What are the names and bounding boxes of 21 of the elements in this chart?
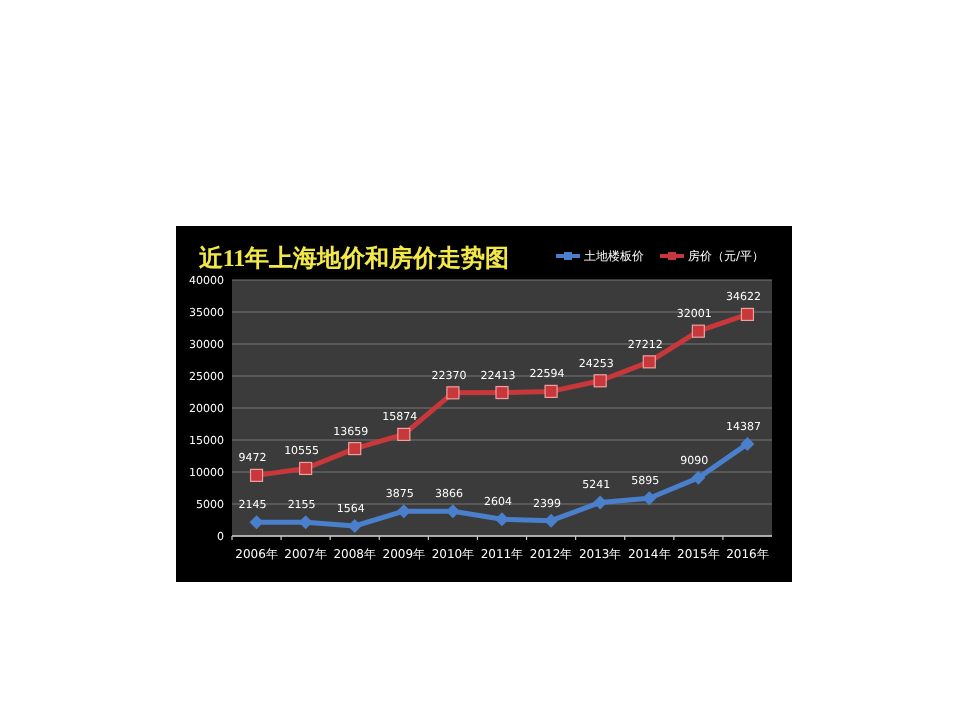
point (642, 491, 657, 506)
point (397, 427, 411, 442)
point (593, 374, 607, 388)
point (691, 324, 705, 338)
point (495, 385, 509, 400)
point (299, 461, 313, 476)
chart-title: 近11年上海地价和房价走势图 (196, 244, 510, 272)
point (740, 307, 755, 322)
point (544, 384, 558, 398)
point (348, 441, 362, 456)
point (495, 512, 509, 527)
point (298, 515, 313, 530)
point (691, 470, 706, 485)
point (740, 436, 755, 451)
point (593, 495, 608, 510)
point (642, 355, 656, 369)
point (446, 386, 460, 400)
point (249, 468, 264, 482)
point (396, 504, 411, 519)
point (249, 515, 264, 530)
point (544, 513, 559, 528)
